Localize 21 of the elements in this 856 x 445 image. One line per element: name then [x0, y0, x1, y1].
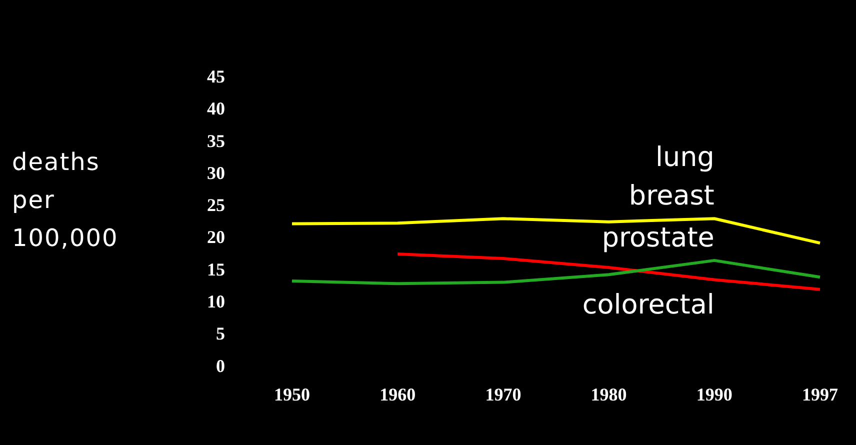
- y-axis-title: deaths per 100,000: [12, 147, 120, 254]
- series-label: prostate: [602, 222, 714, 254]
- y-tick-label: 40: [207, 98, 225, 119]
- y-tick-label: 15: [207, 259, 225, 280]
- y-tick-label: 0: [216, 356, 225, 376]
- y-tick-label: 30: [207, 162, 225, 183]
- x-tick-label: 1970: [485, 384, 522, 405]
- series-label: colorectal: [582, 290, 714, 321]
- y-tick-label: 20: [207, 227, 225, 248]
- x-tick-label: 1950: [274, 384, 310, 405]
- y-tick-label: 35: [207, 130, 225, 151]
- y-tick-label: 45: [207, 66, 225, 86]
- y-tick-label: 25: [207, 195, 225, 216]
- y-tick-label: 5: [216, 324, 225, 344]
- x-tick-label: 1960: [380, 384, 416, 405]
- x-tick-label: 1980: [590, 384, 627, 405]
- x-tick-label: 1997: [802, 384, 838, 405]
- annotation: lung: [656, 142, 714, 173]
- series-label: breast: [628, 180, 714, 212]
- y-tick-label: 10: [207, 292, 225, 312]
- x-tick-label: 1990: [696, 384, 732, 405]
